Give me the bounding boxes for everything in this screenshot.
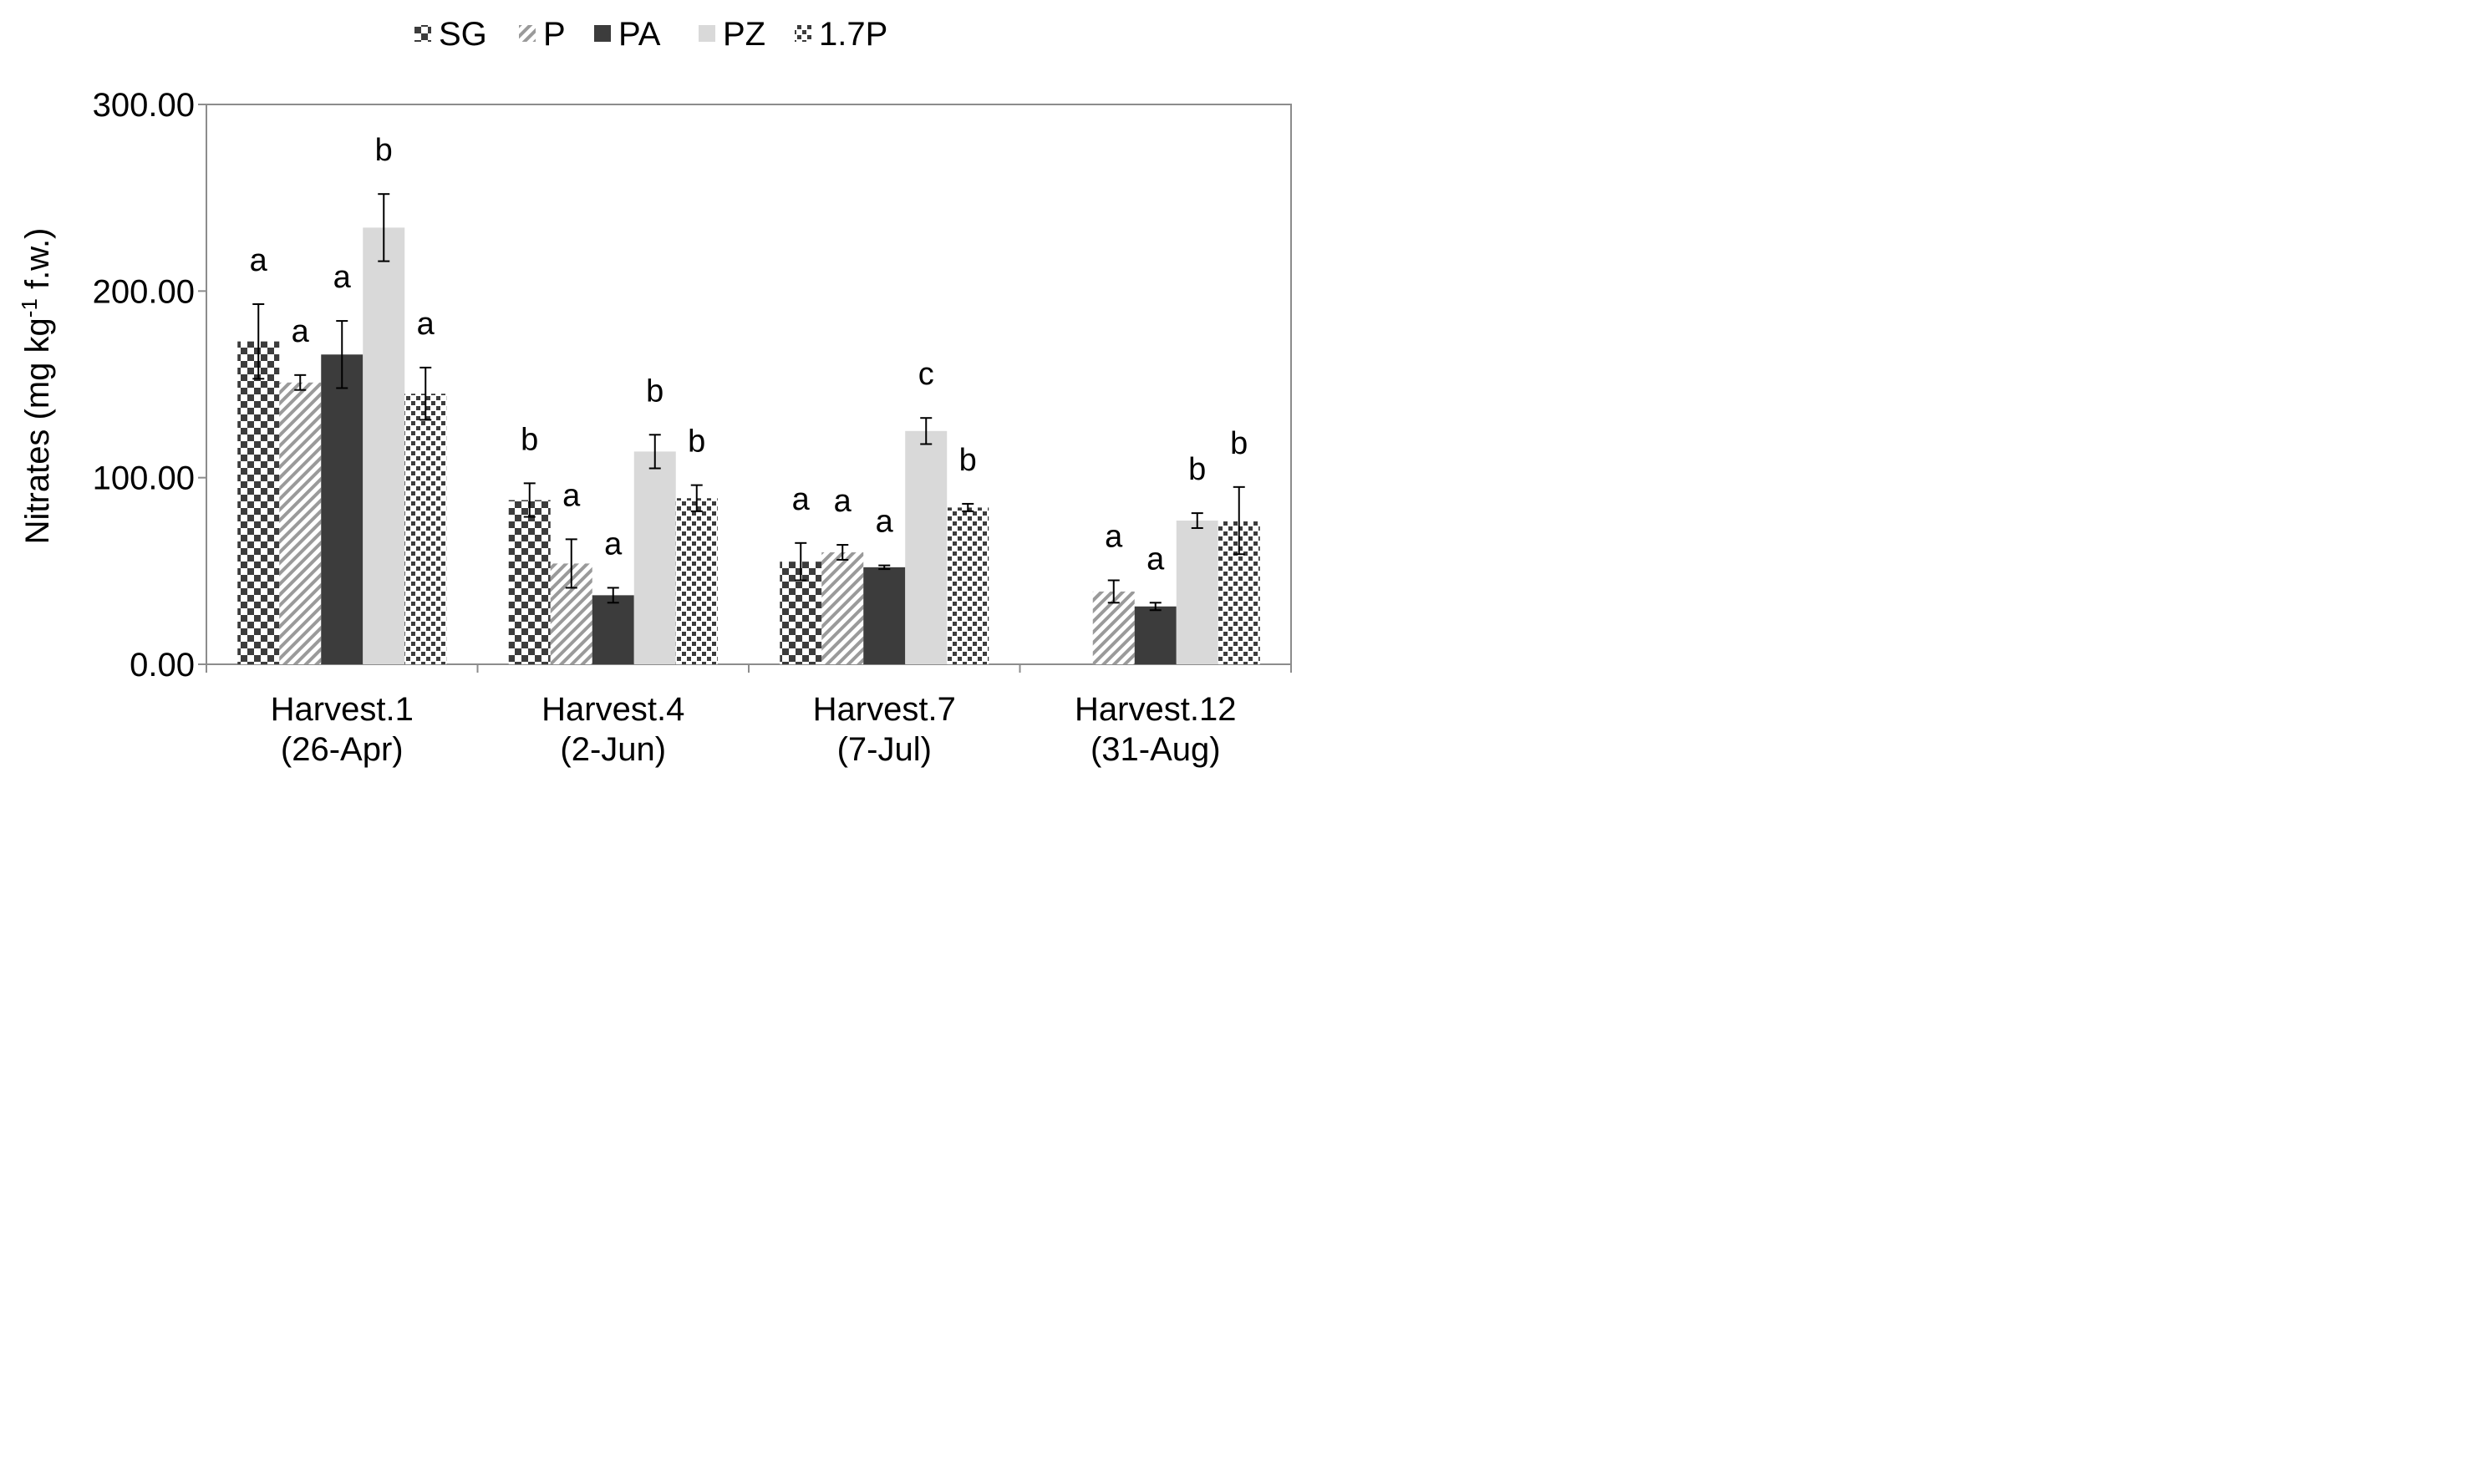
y-axis-title-superscript: -1	[17, 298, 42, 318]
letter-P-1: a	[562, 478, 581, 513]
bars	[237, 227, 1260, 664]
legend-item-P: P	[519, 16, 566, 53]
y-axis-title-main: Nitrates (mg kg	[19, 318, 56, 544]
legend-label-PA: PA	[618, 16, 661, 53]
x-axis: Harvest.1(26-Apr) Harvest.4(2-Jun) Harvest…	[206, 664, 1292, 768]
error-bars	[252, 193, 1245, 612]
letter-P-2: a	[834, 484, 852, 519]
error-bar-PA-1	[607, 587, 619, 604]
legend: SG P PA PZ 1.7P	[414, 16, 887, 53]
x-category-label: (31-Aug)	[1091, 731, 1221, 768]
letter-1.7P-3: b	[1230, 426, 1248, 461]
letter-PA-2: a	[876, 505, 894, 540]
error-bar-P-3	[1107, 579, 1120, 604]
bar-1.7P-1	[675, 498, 718, 664]
legend-swatch-P	[519, 25, 536, 42]
legend-swatch-PZ	[699, 25, 715, 42]
legend-item-PA: PA	[594, 16, 661, 53]
letter-PA-3: a	[1146, 541, 1165, 577]
letter-PZ-3: b	[1188, 452, 1206, 487]
error-bar-P-0	[294, 374, 307, 391]
nitrates-bar-chart: SG P PA PZ 1.7P 0.00 100.00 200.00 300.00 Nitra…	[17, 16, 1292, 768]
bar-P-0	[279, 382, 322, 664]
x-category-label: Harvest.12	[1075, 691, 1236, 728]
error-bar-SG-2	[795, 541, 807, 582]
legend-label-SG: SG	[439, 16, 487, 53]
error-bar-PA-0	[336, 320, 348, 389]
error-bar-PZ-1	[648, 434, 661, 470]
error-bar-PZ-2	[920, 417, 933, 445]
y-tick-label: 300.00	[93, 87, 195, 124]
x-category-label: (2-Jun)	[560, 731, 666, 768]
legend-swatch-PA	[594, 25, 611, 42]
y-tick-label: 200.00	[93, 273, 195, 310]
letter-PA-1: a	[604, 526, 623, 562]
bar-PA-1	[592, 595, 634, 664]
bar-SG-1	[508, 500, 551, 664]
x-category-label: (7-Jul)	[837, 731, 932, 768]
letter-PZ-1: b	[646, 374, 663, 409]
letter-P-3: a	[1105, 520, 1123, 555]
bar-PA-0	[321, 354, 364, 664]
legend-swatch-SG	[414, 25, 431, 42]
error-bar-PA-3	[1149, 602, 1162, 612]
bar-P-2	[821, 552, 864, 664]
bar-PZ-1	[633, 451, 676, 664]
bar-P-3	[1092, 591, 1135, 664]
legend-swatch-1.7P	[795, 25, 811, 42]
letter-P-0: a	[292, 314, 310, 349]
y-tick-label: 0.00	[130, 647, 195, 684]
x-category-label: (26-Apr)	[281, 731, 404, 768]
error-bar-SG-0	[252, 302, 265, 380]
error-bar-P-1	[565, 538, 577, 589]
letter-SG-2: a	[792, 482, 811, 517]
legend-label-1.7P: 1.7P	[819, 16, 887, 53]
x-category-label: Harvest.7	[813, 691, 956, 728]
error-bar-1.7P-1	[690, 484, 703, 512]
bar-1.7P-2	[947, 507, 989, 664]
error-bar-P-2	[836, 544, 849, 561]
bar-PZ-0	[363, 227, 405, 664]
letter-PA-0: a	[333, 260, 352, 295]
x-category-label: Harvest.1	[271, 691, 414, 728]
letter-SG-0: a	[250, 243, 268, 278]
bar-1.7P-0	[404, 394, 447, 664]
legend-item-PZ: PZ	[699, 16, 765, 53]
y-axis: 0.00 100.00 200.00 300.00	[93, 87, 206, 684]
y-tick-label: 100.00	[93, 460, 195, 497]
bar-PZ-2	[905, 430, 948, 664]
error-bar-PZ-0	[378, 193, 390, 262]
error-bar-PA-2	[878, 564, 891, 571]
bar-PA-3	[1134, 606, 1177, 664]
bar-PZ-3	[1176, 521, 1218, 664]
error-bar-SG-1	[523, 482, 536, 518]
letter-SG-1: b	[521, 422, 538, 457]
letter-PZ-0: b	[375, 133, 393, 168]
bar-PA-2	[863, 567, 906, 664]
error-bar-1.7P-0	[419, 366, 432, 421]
error-bar-1.7P-3	[1233, 485, 1245, 556]
letter-1.7P-1: b	[688, 424, 705, 460]
legend-item-1.7P: 1.7P	[795, 16, 887, 53]
letter-PZ-2: c	[918, 357, 934, 392]
legend-label-P: P	[543, 16, 566, 53]
letter-1.7P-0: a	[417, 307, 435, 342]
bar-SG-0	[237, 341, 280, 664]
legend-label-PZ: PZ	[723, 16, 765, 53]
error-bar-PZ-3	[1191, 512, 1203, 529]
x-category-label: Harvest.4	[541, 691, 684, 728]
error-bar-1.7P-2	[962, 502, 974, 512]
y-axis-title-tail: f.w.)	[19, 228, 56, 298]
letter-1.7P-2: b	[959, 443, 977, 478]
legend-item-SG: SG	[414, 16, 487, 53]
y-axis-title: Nitrates (mg kg-1 f.w.)	[17, 228, 56, 545]
